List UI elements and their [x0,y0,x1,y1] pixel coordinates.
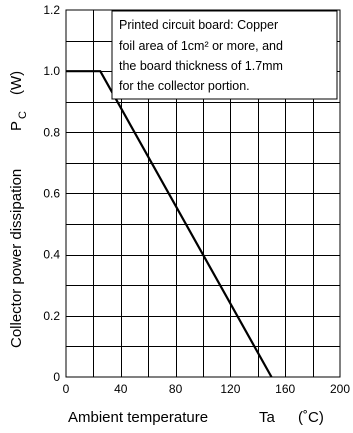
y-tick-label: 0.4 [43,248,60,262]
x-tick-label: 40 [114,382,128,396]
x-tick-label: 0 [63,382,70,396]
series-layer [66,70,273,378]
annotation-line-4: for the collector portion. [119,79,250,93]
y-tick-label: 1.2 [43,3,60,17]
x-tick-label: 80 [169,382,183,396]
annotation-box: Printed circuit board: Copper foil area … [111,10,338,100]
annotation-line-2: foil area of 1cm² or more, and [119,39,283,53]
plot-frame [65,9,341,378]
x-tick-label: 120 [220,382,240,396]
y-axis-label: Collector power dissipation [8,169,25,348]
x-axis-title: Ambient temperature Ta (˚C) [68,409,324,426]
x-tick-label: 160 [275,382,295,396]
x-tick-label: 200 [330,382,350,396]
y-tick-label: 1.0 [43,64,60,78]
y-axis-symbol: P [8,121,25,131]
derating-curve [66,70,273,378]
y-tick-label: 0.2 [43,309,60,323]
x-axis-unit: (˚C) [298,409,324,426]
y-tick-label: 0.8 [43,125,60,139]
x-axis-symbol: Ta [259,409,276,426]
tick-labels: 0 40 80 120 160 200 0 0.2 0.4 0.6 0.8 1.0 1.2 [43,3,350,396]
y-tick-label: 0 [53,370,60,384]
y-tick-label: 0.6 [43,187,60,201]
annotation-line-1: Printed circuit board: Copper [119,18,278,32]
annotation-line-3: the board thickness of 1.7mm [119,59,283,73]
y-axis-title: Collector power dissipation P C (W) [8,71,29,348]
y-axis-symbol-sub: C [17,111,29,119]
annotation-frame [111,10,338,100]
y-axis-unit: (W) [8,71,25,95]
x-axis-label: Ambient temperature [68,409,208,426]
